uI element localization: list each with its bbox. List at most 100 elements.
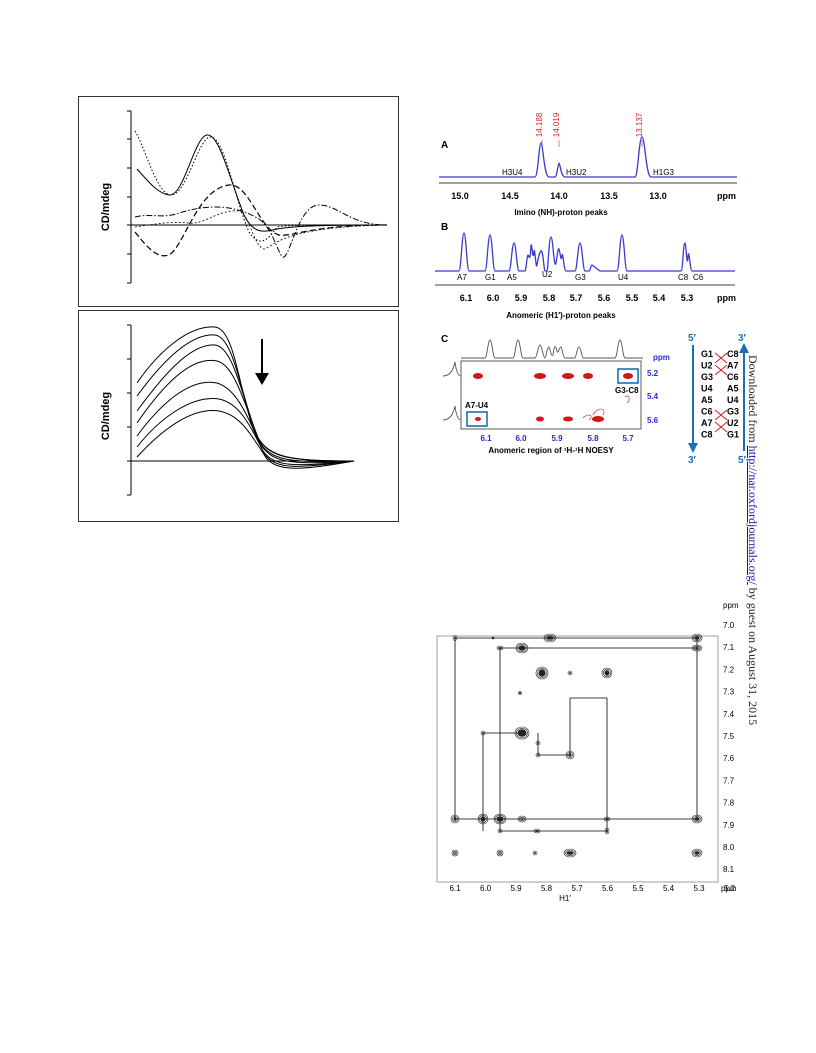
b-tick-1: 6.0: [487, 293, 500, 303]
peak-ppm-2: 14.019: [552, 112, 561, 137]
panel-a-letter: A: [441, 140, 448, 151]
noesy-ytick: 7.8: [723, 799, 735, 808]
noesy-ytick: 7.3: [723, 688, 735, 697]
right-strand-base: A5: [727, 384, 739, 394]
noesy-crosspeak: [537, 754, 539, 756]
noesy-yticks: 7.0 7.1 7.2 7.3 7.4 7.5 7.6 7.7 7.8 7.9 8.0 8.1: [723, 621, 735, 874]
noesy-crosspeak: [569, 672, 571, 674]
noesy-crosspeak: [693, 850, 701, 857]
peak-ppm-1: 14.188: [535, 112, 544, 137]
peak-name-h1g3: H1G3: [653, 168, 674, 177]
a-tick-1: 14.5: [501, 191, 519, 201]
left-strand-base: U2: [701, 361, 713, 371]
noesy-xtick: 5.6: [602, 884, 614, 893]
c-ytick-1: 5.4: [647, 392, 659, 401]
a-tick-0: 15.0: [451, 191, 469, 201]
noesy-crosspeak: [518, 645, 526, 651]
noesy-crosspeak: [493, 813, 507, 825]
b-unit: ppm: [717, 293, 736, 303]
noesy-crosspeak: [567, 670, 573, 676]
noesy-xtick: 6.0: [480, 884, 492, 893]
noesy-crosspeak: [606, 818, 608, 820]
noesy-crosspeak: [694, 817, 700, 821]
noesy-crosspeak: [491, 636, 495, 640]
noesy-crosspeak: [519, 817, 525, 822]
panel-b-letter: B: [441, 222, 448, 233]
panel-c-letter: C: [441, 334, 448, 345]
b-peak-g1: G1: [485, 273, 496, 282]
noesy-crosspeak: [480, 730, 486, 736]
b-tick-2: 5.9: [515, 293, 528, 303]
noesy-crosspeak: [479, 815, 487, 824]
b-tick-5: 5.6: [598, 293, 611, 303]
noesy-ytick: 7.9: [723, 821, 735, 830]
noesy-svg: ppm 7.0 7.1 7.2 7.3 7.4 7.5 7.6 7.7 7.8 7.9 8.0 8.1…: [436, 601, 739, 903]
noesy-crosspeak: [482, 732, 484, 734]
right-strand-base: G1: [727, 430, 739, 440]
noesy-crosspeak: [517, 643, 527, 652]
noesy-crosspeak: [495, 815, 505, 824]
left-strand-base: C6: [701, 407, 713, 417]
noesy-crosspeak: [453, 817, 457, 821]
noesy-crosspeak: [453, 851, 457, 856]
noesy-crosspeak: [606, 830, 608, 832]
noesy-crosspeak: [520, 818, 524, 820]
strand-5-top: 5′: [688, 333, 697, 344]
c-caption: Anomeric region of ¹H-¹H NOESY: [488, 446, 614, 455]
noesy-crosspeak: [497, 828, 503, 834]
noesy-crosspeak: [566, 851, 574, 855]
noesy-crosspeak: [536, 830, 538, 832]
noesy-crosspeak: [496, 816, 504, 822]
a-tick-3: 13.5: [600, 191, 618, 201]
noesy-crosspeak: [535, 666, 549, 680]
noesy-crosspeak: [603, 816, 611, 822]
noesy-crosspeak: [534, 852, 536, 854]
noesy-crosspeak: [568, 753, 572, 757]
noesy-crosspeak: [691, 848, 703, 858]
noesy-crosspeak: [543, 633, 557, 643]
c-box-g3c8: G3-C8: [615, 386, 639, 395]
noesy-xtick: 5.9: [510, 884, 522, 893]
noesy-xtick: 5.5: [632, 884, 644, 893]
b-peak-a5: A5: [507, 273, 517, 282]
noesy-crosspeak: [499, 647, 501, 649]
noesy-ytick: 8.1: [723, 865, 735, 874]
b-peak-c6: C6: [693, 273, 704, 282]
noesy-crosspeak: [693, 634, 701, 641]
c-box-a7u4: A7-U4: [465, 401, 489, 410]
noesy-crosspeak: [694, 636, 700, 640]
noesy-crosspeak: [496, 849, 504, 857]
c-xtick-1: 6.0: [515, 434, 527, 443]
noesy-crosspeak: [694, 647, 700, 649]
noesy-crosspeak: [693, 816, 701, 823]
nmr-figure-svg: A 14.188 14.019 13.137 H3U4 H3U2 H1G3 15…: [435, 112, 749, 466]
noesy-crosspeak: [545, 634, 555, 641]
noesy-crosspeaks: [450, 633, 703, 858]
b-tick-0: 6.1: [460, 293, 473, 303]
cd-plot-bottom: CD/mdeg: [100, 324, 355, 496]
noesy-crosspeak: [537, 742, 539, 744]
noesy-figure: ppm 7.0 7.1 7.2 7.3 7.4 7.5 7.6 7.7 7.8 7.9 8.0 8.1…: [425, 598, 755, 910]
left-strand-base: U4: [701, 384, 713, 394]
noesy-xticks: 6.1 6.0 5.9 5.8 5.7 5.6 5.5 5.4 5.3 5.2: [449, 884, 735, 893]
noesy-crosspeak: [477, 813, 489, 825]
b-caption: Anomeric (H1′)-proton peaks: [506, 311, 616, 320]
strand-5-bottom: 5′: [738, 455, 747, 466]
noesy-crosspeak: [604, 827, 610, 835]
noesy-crosspeak: [451, 849, 459, 857]
noesy-crosspeak: [565, 850, 575, 857]
noesy-crosspeak: [492, 637, 494, 639]
noesy-crosspeak: [691, 814, 703, 824]
noesy-crosspeak: [499, 852, 501, 854]
c-xtick-4: 5.7: [622, 434, 634, 443]
noesy-yunit: ppm: [723, 601, 739, 610]
a-unit: ppm: [717, 191, 736, 201]
download-note-link[interactable]: http://nar.oxfordjournals.org/: [746, 445, 760, 585]
noesy-xlabel: H1′: [559, 894, 571, 903]
c-ytick-0: 5.2: [647, 369, 659, 378]
noesy-crosspeak: [693, 645, 701, 650]
noesy-crosspeak: [691, 644, 703, 652]
right-strand-base: U2: [727, 418, 739, 428]
noesy-crosspeak: [517, 729, 527, 737]
